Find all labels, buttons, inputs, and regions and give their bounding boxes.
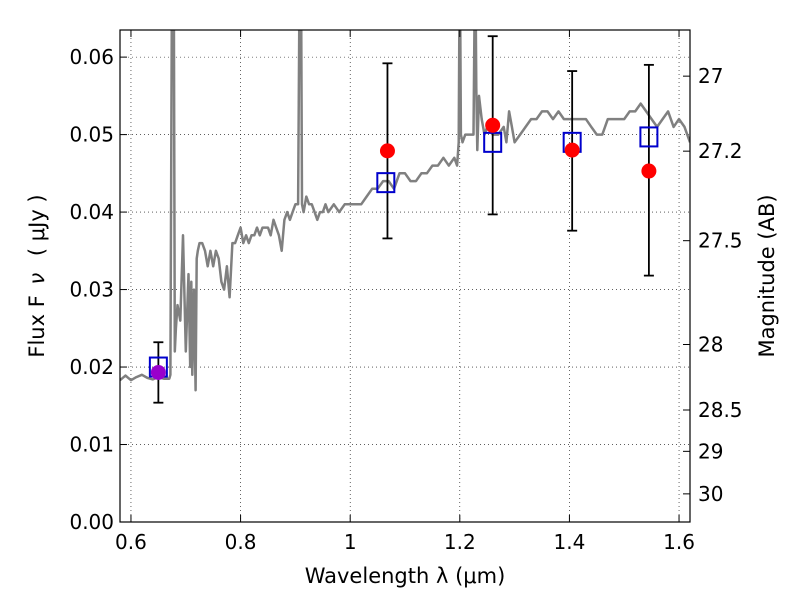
y-axis-label-symbol: ν: [25, 273, 49, 285]
observed-point: [485, 117, 501, 133]
x-tick-label: 1.2: [444, 530, 476, 554]
y-axis-label-unit: ( μJy ): [25, 194, 49, 256]
svg-text:Flux F ν ( μJy ): Flux F ν ( μJy ): [25, 194, 49, 357]
y2-tick-label: 27.5: [698, 229, 743, 253]
y-tick-label: 0.04: [69, 200, 114, 224]
plot-area: [120, 30, 690, 404]
x-axis-label: Wavelength λ (μm): [305, 564, 506, 588]
y-tick-label: 0.02: [69, 355, 114, 379]
observed-point: [641, 163, 657, 179]
model-band-marker: [376, 172, 396, 194]
model-band-marker: [639, 126, 659, 148]
y-tick-label: 0.05: [69, 123, 114, 147]
y2-tick-label: 30: [698, 482, 723, 506]
y2-tick-label: 27: [698, 64, 723, 88]
y2-tick-label: 28.5: [698, 398, 743, 422]
plot-frame: [119, 29, 691, 523]
y-axis-label-text: Flux F: [25, 295, 49, 357]
x-tick-label: 1.6: [663, 530, 695, 554]
y2-tick-label: 28: [698, 333, 723, 357]
spectrum-line: [120, 30, 690, 392]
axes: 0.6 0.8 1 1.2 1.4 1.6 0.00 0.01 0.02 0.03 0.04 0.05…: [69, 29, 743, 554]
y2-tick-label: 29: [698, 439, 723, 463]
observed-point: [150, 364, 166, 380]
observed-point: [379, 143, 395, 159]
y-tick-label: 0.01: [69, 433, 114, 457]
y-axis-label: Flux F ν ( μJy ): [25, 194, 49, 357]
model-band-marker: [483, 131, 503, 153]
observed-point: [564, 142, 580, 158]
y2-axis-label: Magnitude (AB): [755, 194, 779, 357]
x-tick-label: 0.6: [115, 530, 147, 554]
grid: [120, 30, 690, 523]
x-tick-label: 1.4: [554, 530, 586, 554]
y2-tick-label: 27.2: [698, 139, 743, 163]
y-tick-label: 0.06: [69, 45, 114, 69]
y-tick-label: 0.00: [69, 510, 114, 534]
y-tick-label: 0.03: [69, 278, 114, 302]
x-tick-label: 1: [344, 530, 357, 554]
x-tick-label: 0.8: [225, 530, 257, 554]
